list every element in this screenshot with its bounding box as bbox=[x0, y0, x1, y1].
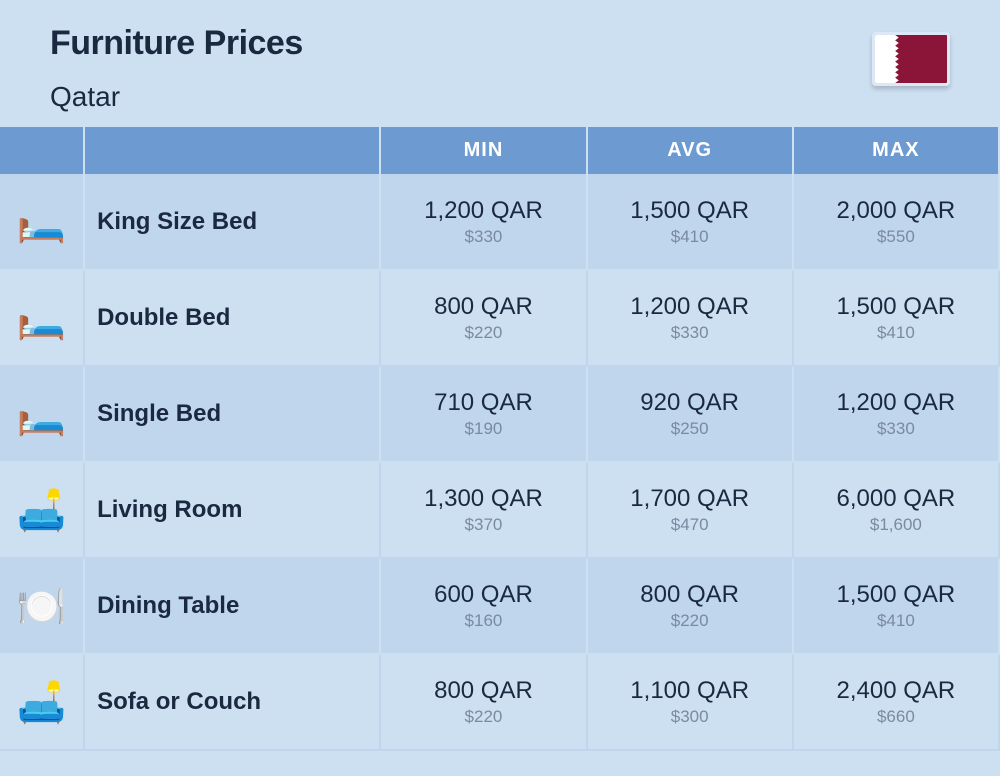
price-usd: $220 bbox=[381, 707, 585, 727]
price-usd: $190 bbox=[381, 419, 585, 439]
qatar-flag-icon bbox=[872, 32, 950, 86]
price-min: 800 QAR$220 bbox=[380, 270, 586, 366]
price-usd: $330 bbox=[794, 419, 998, 439]
price-qar: 800 QAR bbox=[588, 581, 792, 609]
table-row: 🛏️Double Bed800 QAR$2201,200 QAR$3301,50… bbox=[0, 270, 999, 366]
table-row: 🍽️Dining Table600 QAR$160800 QAR$2201,50… bbox=[0, 558, 999, 654]
price-qar: 1,200 QAR bbox=[794, 389, 998, 417]
price-min: 600 QAR$160 bbox=[380, 558, 586, 654]
price-max: 1,500 QAR$410 bbox=[793, 558, 999, 654]
price-usd: $410 bbox=[794, 323, 998, 343]
price-qar: 1,500 QAR bbox=[794, 293, 998, 321]
title-block: Furniture Prices Qatar bbox=[50, 24, 303, 113]
price-avg: 1,500 QAR$410 bbox=[587, 174, 793, 270]
header-icon-col bbox=[0, 127, 84, 174]
row-icon: 🛏️ bbox=[0, 366, 84, 462]
price-max: 1,200 QAR$330 bbox=[793, 366, 999, 462]
price-qar: 710 QAR bbox=[381, 389, 585, 417]
table-row: 🛋️Sofa or Couch800 QAR$2201,100 QAR$3002… bbox=[0, 654, 999, 750]
price-min: 1,200 QAR$330 bbox=[380, 174, 586, 270]
price-usd: $1,600 bbox=[794, 515, 998, 535]
item-name: Dining Table bbox=[84, 558, 380, 654]
price-qar: 1,200 QAR bbox=[381, 197, 585, 225]
item-name: Single Bed bbox=[84, 366, 380, 462]
page-title: Furniture Prices bbox=[50, 24, 303, 63]
price-avg: 1,100 QAR$300 bbox=[587, 654, 793, 750]
price-usd: $470 bbox=[588, 515, 792, 535]
price-avg: 920 QAR$250 bbox=[587, 366, 793, 462]
item-name: King Size Bed bbox=[84, 174, 380, 270]
row-icon: 🛏️ bbox=[0, 270, 84, 366]
price-qar: 2,000 QAR bbox=[794, 197, 998, 225]
price-usd: $660 bbox=[794, 707, 998, 727]
row-icon: 🛋️ bbox=[0, 462, 84, 558]
price-usd: $550 bbox=[794, 227, 998, 247]
row-icon: 🍽️ bbox=[0, 558, 84, 654]
price-qar: 920 QAR bbox=[588, 389, 792, 417]
price-min: 1,300 QAR$370 bbox=[380, 462, 586, 558]
price-min: 800 QAR$220 bbox=[380, 654, 586, 750]
price-qar: 1,700 QAR bbox=[588, 485, 792, 513]
row-icon: 🛏️ bbox=[0, 174, 84, 270]
price-max: 1,500 QAR$410 bbox=[793, 270, 999, 366]
price-qar: 800 QAR bbox=[381, 677, 585, 705]
price-qar: 600 QAR bbox=[381, 581, 585, 609]
table-header-row: MIN AVG MAX bbox=[0, 127, 999, 174]
price-usd: $220 bbox=[381, 323, 585, 343]
header: Furniture Prices Qatar bbox=[0, 0, 1000, 127]
header-avg: AVG bbox=[587, 127, 793, 174]
table-row: 🛋️Living Room1,300 QAR$3701,700 QAR$4706… bbox=[0, 462, 999, 558]
price-table: MIN AVG MAX 🛏️King Size Bed1,200 QAR$330… bbox=[0, 127, 1000, 751]
price-qar: 1,100 QAR bbox=[588, 677, 792, 705]
price-max: 2,400 QAR$660 bbox=[793, 654, 999, 750]
price-qar: 1,300 QAR bbox=[381, 485, 585, 513]
price-max: 6,000 QAR$1,600 bbox=[793, 462, 999, 558]
price-avg: 800 QAR$220 bbox=[587, 558, 793, 654]
row-icon: 🛋️ bbox=[0, 654, 84, 750]
price-usd: $220 bbox=[588, 611, 792, 631]
price-usd: $330 bbox=[588, 323, 792, 343]
price-qar: 800 QAR bbox=[381, 293, 585, 321]
price-qar: 1,500 QAR bbox=[588, 197, 792, 225]
header-min: MIN bbox=[380, 127, 586, 174]
price-min: 710 QAR$190 bbox=[380, 366, 586, 462]
price-qar: 6,000 QAR bbox=[794, 485, 998, 513]
price-max: 2,000 QAR$550 bbox=[793, 174, 999, 270]
price-usd: $370 bbox=[381, 515, 585, 535]
table-row: 🛏️Single Bed710 QAR$190920 QAR$2501,200 … bbox=[0, 366, 999, 462]
header-max: MAX bbox=[793, 127, 999, 174]
price-usd: $300 bbox=[588, 707, 792, 727]
price-qar: 1,500 QAR bbox=[794, 581, 998, 609]
price-qar: 1,200 QAR bbox=[588, 293, 792, 321]
price-avg: 1,700 QAR$470 bbox=[587, 462, 793, 558]
price-usd: $250 bbox=[588, 419, 792, 439]
table-row: 🛏️King Size Bed1,200 QAR$3301,500 QAR$41… bbox=[0, 174, 999, 270]
item-name: Double Bed bbox=[84, 270, 380, 366]
country-subtitle: Qatar bbox=[50, 81, 303, 113]
price-usd: $410 bbox=[794, 611, 998, 631]
header-name-col bbox=[84, 127, 380, 174]
item-name: Living Room bbox=[84, 462, 380, 558]
price-usd: $330 bbox=[381, 227, 585, 247]
price-usd: $410 bbox=[588, 227, 792, 247]
price-qar: 2,400 QAR bbox=[794, 677, 998, 705]
price-usd: $160 bbox=[381, 611, 585, 631]
price-avg: 1,200 QAR$330 bbox=[587, 270, 793, 366]
item-name: Sofa or Couch bbox=[84, 654, 380, 750]
